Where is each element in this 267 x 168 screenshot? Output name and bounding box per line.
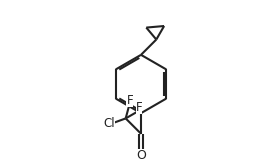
Text: Cl: Cl xyxy=(104,117,115,131)
Text: O: O xyxy=(136,149,146,162)
Text: F: F xyxy=(126,94,133,107)
Text: F: F xyxy=(136,101,143,114)
